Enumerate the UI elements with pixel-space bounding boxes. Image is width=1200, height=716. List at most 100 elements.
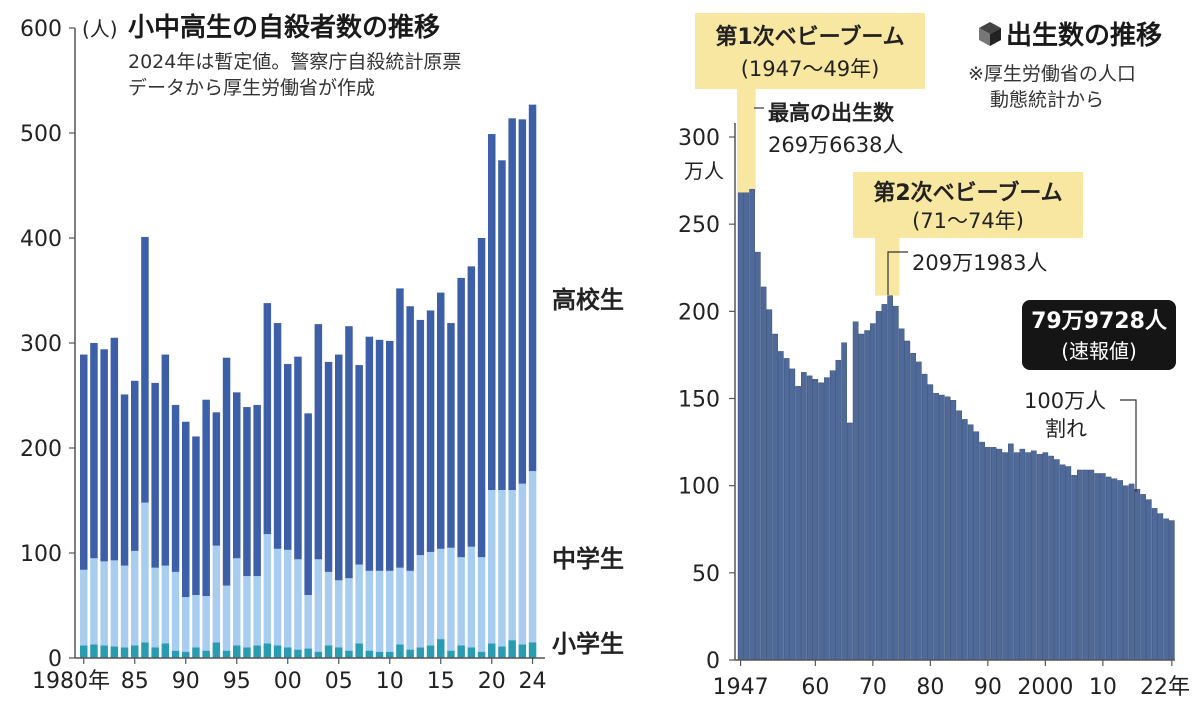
right-x-tick-label: 80 bbox=[916, 675, 944, 700]
boom2-highlight-band bbox=[875, 238, 900, 296]
bar-elementary-2014 bbox=[426, 645, 435, 658]
latest-value: 79万9728人 bbox=[1031, 309, 1167, 334]
birth-bar-1954 bbox=[778, 351, 784, 661]
birth-bar-1985 bbox=[956, 410, 962, 661]
birth-bar-1994 bbox=[1008, 443, 1014, 661]
birth-bar-2002 bbox=[1054, 459, 1060, 661]
birth-bar-1979 bbox=[921, 373, 928, 661]
birth-bar-1951 bbox=[760, 286, 767, 661]
birth-bar-1987 bbox=[967, 424, 974, 661]
birth-bar-1990 bbox=[985, 447, 991, 661]
birth-bar-1962 bbox=[824, 377, 830, 661]
bar-middle-2013 bbox=[416, 555, 425, 648]
bar-middle-2006 bbox=[345, 578, 353, 651]
bar-high-1987 bbox=[151, 382, 159, 568]
right-y-tick-label: 250 bbox=[678, 213, 720, 238]
bar-middle-2018 bbox=[467, 546, 476, 648]
birth-bar-2018 bbox=[1146, 499, 1152, 661]
birth-bar-2019 bbox=[1151, 508, 1158, 661]
right-bars bbox=[737, 189, 1175, 661]
bar-elementary-1990 bbox=[182, 651, 190, 658]
bar-middle-2012 bbox=[406, 570, 414, 650]
birth-bar-1992 bbox=[996, 448, 1003, 661]
birth-bar-1968 bbox=[858, 333, 865, 661]
latest-value-box bbox=[1022, 300, 1176, 370]
bar-elementary-2021 bbox=[498, 646, 506, 658]
birth-bar-1999 bbox=[1036, 454, 1043, 661]
boom1-title: 第1次ベビーブーム bbox=[715, 24, 904, 50]
bar-middle-1995 bbox=[233, 558, 241, 646]
birth-bar-2001 bbox=[1048, 455, 1054, 661]
birth-bar-1980 bbox=[927, 384, 934, 661]
bar-elementary-1997 bbox=[253, 645, 261, 658]
birth-bar-1983 bbox=[944, 396, 951, 661]
bar-middle-1980 bbox=[80, 569, 88, 646]
bar-middle-2007 bbox=[355, 564, 363, 644]
birth-bar-2005 bbox=[1071, 475, 1077, 661]
under-million-leader-line bbox=[1120, 399, 1137, 492]
bar-elementary-2011 bbox=[396, 644, 404, 658]
bar-middle-2005 bbox=[335, 580, 343, 648]
birth-bar-1952 bbox=[766, 309, 773, 661]
birth-bar-2022 bbox=[1169, 520, 1175, 661]
left-x-tick-label: 85 bbox=[121, 669, 149, 694]
label-high-school: 高校生 bbox=[552, 286, 624, 314]
birth-bar-1966 bbox=[847, 422, 853, 661]
bar-elementary-2020 bbox=[488, 643, 496, 658]
bar-middle-1984 bbox=[120, 565, 129, 648]
bar-elementary-2015 bbox=[437, 639, 445, 658]
bar-high-1996 bbox=[243, 407, 251, 577]
birth-bar-1965 bbox=[841, 342, 847, 661]
right-y-tick-label: 50 bbox=[692, 562, 720, 587]
bar-middle-2003 bbox=[314, 559, 323, 652]
birth-bar-2007 bbox=[1082, 469, 1089, 661]
birth-bar-1997 bbox=[1025, 452, 1031, 661]
bar-elementary-2003 bbox=[314, 651, 323, 658]
under-million-label-2: 割れ bbox=[1045, 417, 1087, 441]
right-y-tick-label: 0 bbox=[706, 649, 720, 674]
bar-middle-2009 bbox=[375, 570, 384, 652]
peak-label: 最高の出生数 bbox=[768, 101, 895, 125]
bar-middle-2014 bbox=[426, 551, 435, 646]
bar-middle-2019 bbox=[477, 557, 486, 652]
birth-bar-2008 bbox=[1088, 469, 1095, 661]
birth-bar-1961 bbox=[818, 382, 824, 661]
birth-bar-1967 bbox=[852, 321, 859, 661]
bar-high-1993 bbox=[212, 412, 221, 546]
birth-bar-1981 bbox=[933, 393, 939, 661]
bar-high-2021 bbox=[498, 160, 506, 491]
birth-bar-1974 bbox=[893, 305, 899, 661]
bar-high-1984 bbox=[120, 394, 129, 566]
bar-middle-2002 bbox=[304, 595, 312, 649]
bar-high-1995 bbox=[233, 392, 241, 559]
birth-bar-1973 bbox=[887, 295, 893, 661]
bar-elementary-2008 bbox=[365, 650, 374, 658]
bar-middle-1996 bbox=[243, 576, 251, 648]
right-x-tick-label: 1947 bbox=[713, 675, 769, 700]
bar-middle-2001 bbox=[294, 559, 302, 650]
birth-bar-2015 bbox=[1128, 483, 1135, 661]
birth-bar-2004 bbox=[1065, 466, 1072, 661]
left-chart-title: 小中高生の自殺者数の推移 bbox=[128, 12, 440, 43]
bar-middle-2000 bbox=[284, 549, 292, 648]
bar-elementary-1999 bbox=[273, 645, 282, 658]
bar-middle-2011 bbox=[396, 567, 404, 645]
left-unit-label: (人) bbox=[82, 17, 118, 41]
birth-bar-1995 bbox=[1013, 452, 1020, 661]
birth-bar-2016 bbox=[1134, 488, 1141, 661]
bar-high-1994 bbox=[222, 357, 231, 586]
bar-high-2008 bbox=[365, 336, 374, 571]
bar-elementary-2001 bbox=[294, 649, 302, 658]
left-x-tick-label: 15 bbox=[427, 669, 455, 694]
bar-elementary-1988 bbox=[161, 643, 170, 658]
bar-elementary-1994 bbox=[222, 650, 231, 658]
bar-high-2003 bbox=[314, 324, 323, 560]
left-y-tick-label: 300 bbox=[20, 332, 62, 357]
right-chart-title: 出生数の推移 bbox=[1006, 21, 1162, 51]
right-y-tick-label: 100 bbox=[678, 475, 720, 500]
birth-bar-1963 bbox=[829, 370, 836, 661]
bar-middle-1999 bbox=[273, 548, 282, 646]
birth-bar-2013 bbox=[1117, 480, 1123, 661]
bar-high-2000 bbox=[284, 364, 292, 550]
birth-bar-1986 bbox=[962, 419, 968, 661]
